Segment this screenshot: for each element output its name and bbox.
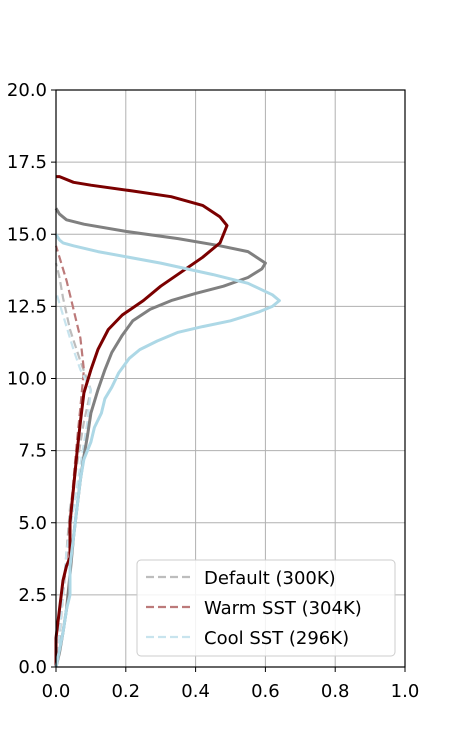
- y-tick-label: 5.0: [18, 513, 47, 534]
- series-line-2: [54, 291, 92, 668]
- y-tick-label: 12.5: [7, 296, 47, 317]
- x-tick-label: 0.6: [251, 681, 280, 702]
- y-tick-label: 7.5: [18, 441, 47, 462]
- legend-label: Default (300K): [204, 568, 336, 589]
- y-tick-label: 17.5: [7, 152, 47, 173]
- y-tick-label: 2.5: [18, 585, 47, 606]
- y-axis: 0.0 2.5 5.0 7.5 10.0 12.5 15.0 17.5 20.0: [7, 80, 56, 678]
- plot-series: [54, 175, 281, 668]
- x-tick-label: 1.0: [391, 681, 420, 702]
- legend-label: Cool SST (296K): [204, 628, 349, 649]
- legend-box: [136, 559, 396, 657]
- x-tick-label: 0.8: [321, 681, 350, 702]
- x-tick-label: 0.0: [42, 681, 71, 702]
- y-tick-label: 10.0: [7, 369, 47, 390]
- x-axis: 0.0 0.2 0.4 0.6 0.8 1.0: [42, 667, 420, 702]
- y-tick-label: 0.0: [18, 657, 47, 678]
- x-tick-label: 0.2: [111, 681, 140, 702]
- y-tick-label: 20.0: [7, 80, 47, 101]
- legend: Default (300K) Warm SST (304K) Cool SST (2…: [136, 559, 396, 657]
- series-line-5: [54, 233, 281, 668]
- legend-label: Warm SST (304K): [204, 598, 362, 619]
- x-tick-label: 0.4: [181, 681, 210, 702]
- y-tick-label: 15.0: [7, 224, 47, 245]
